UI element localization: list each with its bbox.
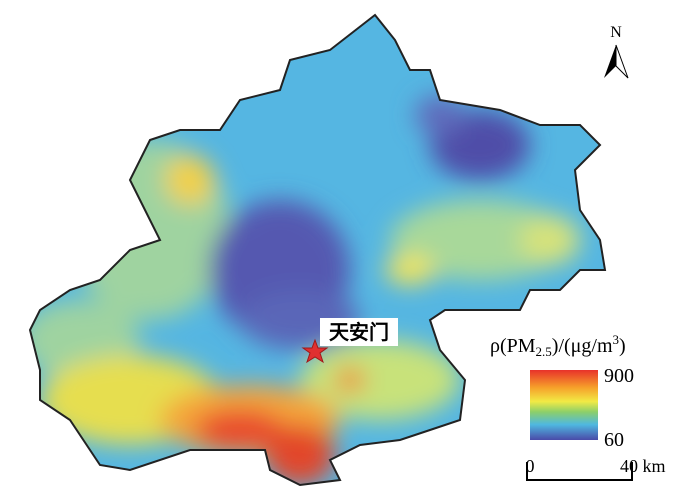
north-label: N [610, 24, 622, 41]
legend-title-part: )/(μg/m [552, 335, 613, 357]
north-arrow [615, 44, 629, 79]
landmark-box [320, 318, 398, 346]
colorbar-max: 900 [604, 365, 634, 387]
scale-start: 0 [526, 456, 535, 476]
legend-title-sub: 2.5 [536, 344, 552, 359]
legend-title-part: ) [619, 335, 626, 357]
scale-bar [526, 462, 633, 481]
colorbar-min: 60 [604, 429, 624, 451]
legend-title: ρ(PM2.5)/(μg/m3) [490, 332, 626, 359]
legend-title-part: ρ(PM [490, 335, 536, 357]
legend-title-sup: 3 [613, 332, 620, 347]
landmark-star [301, 338, 329, 364]
colorbar [530, 370, 598, 440]
landmark-label: 天安门 [329, 320, 389, 344]
north-arrow [604, 45, 616, 78]
scale-end: 40 km [620, 456, 666, 476]
